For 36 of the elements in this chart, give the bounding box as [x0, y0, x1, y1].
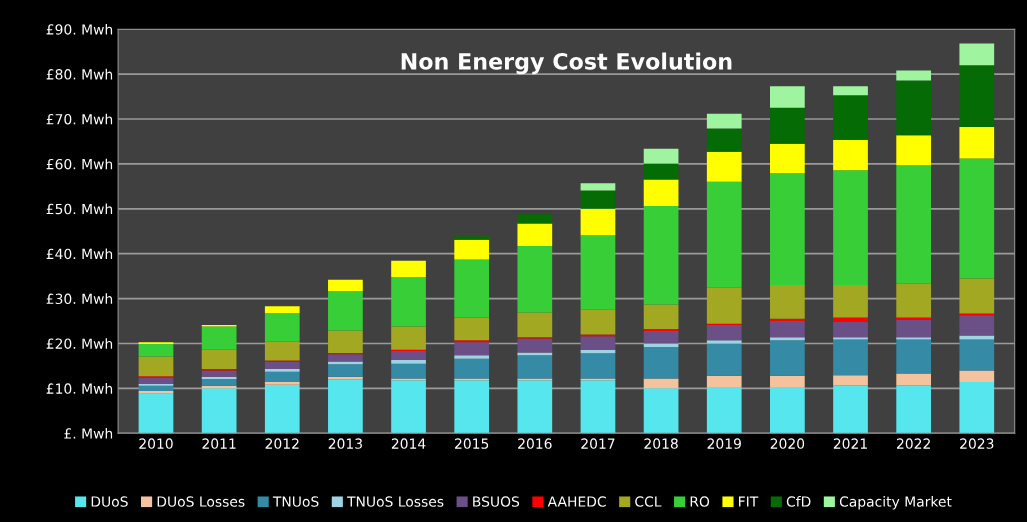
x-tick-label: 2022	[897, 438, 930, 449]
y-tick-label: £90. Mwh	[46, 23, 113, 35]
legend-label: DUoS Losses	[157, 496, 245, 507]
y-tick-label: £20. Mwh	[46, 338, 113, 349]
y-tick-label: £10. Mwh	[46, 383, 113, 394]
legend-label: CCL	[635, 496, 662, 507]
x-tick-label: 2019	[707, 438, 741, 449]
legend-label: TNUoS	[272, 496, 319, 507]
x-tick-label: 2011	[202, 438, 236, 449]
x-tick-label: 2016	[518, 438, 552, 449]
legend-label: RO	[690, 496, 710, 507]
y-tick-label: £40. Mwh	[46, 248, 113, 260]
x-tick-label: 2015	[455, 438, 489, 449]
legend-label: TNUoS Losses	[347, 496, 444, 507]
text: Non Energy Cost Evolution	[401, 52, 732, 75]
legend-label: DUoS	[91, 496, 128, 507]
x-tick-label: 2023	[960, 438, 994, 449]
x-tick-label: 2017	[581, 438, 615, 449]
x-tick-label: 2020	[770, 438, 805, 449]
x-tick-label: 2014	[391, 438, 426, 449]
y-tick-label: £80. Mwh	[46, 68, 113, 80]
y-tick-label: £70. Mwh	[46, 113, 113, 125]
x-tick-label: 2018	[644, 438, 678, 449]
legend-label: CfD	[786, 496, 811, 507]
x-tick-label: 2012	[265, 438, 299, 449]
legend-label: Capacity Market	[839, 496, 952, 510]
y-tick-label: £30. Mwh	[46, 293, 113, 305]
legend-label: FIT	[739, 496, 759, 507]
y-tick-label: £50. Mwh	[46, 203, 113, 215]
x-tick-label: 2021	[833, 438, 867, 449]
y-tick-label: £60. Mwh	[46, 158, 113, 170]
legend-label: BSUOS	[473, 496, 520, 507]
y-tick-label: £. Mwh	[64, 427, 113, 439]
legend-label: AAHEDC	[547, 496, 606, 507]
x-tick-label: 2010	[139, 438, 173, 449]
x-tick-label: 2013	[328, 438, 362, 449]
